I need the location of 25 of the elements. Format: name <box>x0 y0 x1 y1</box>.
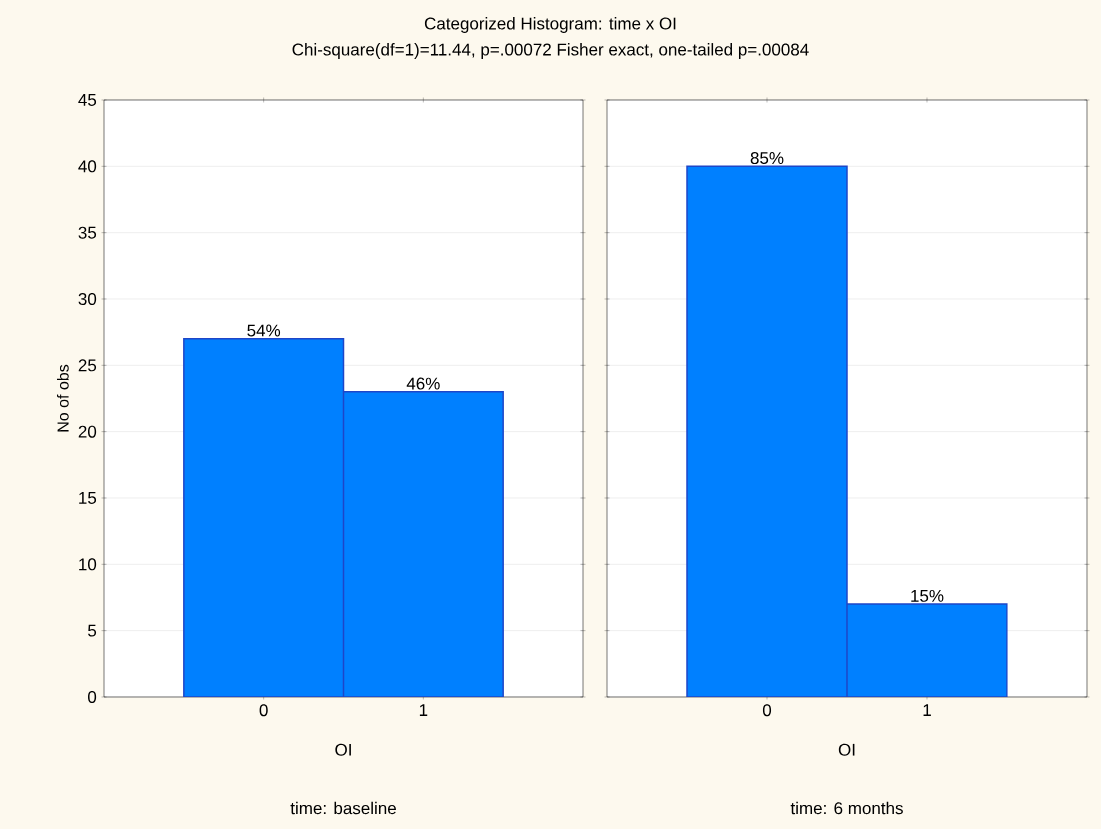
annotation: 85% <box>750 152 784 165</box>
x-tick-label: 0 <box>259 704 268 717</box>
x-tick-label: 1 <box>923 704 931 716</box>
y-tick-label: 5 <box>88 624 97 637</box>
y-tick-label: 20 <box>78 425 97 438</box>
x-axis-title: OI <box>838 743 855 756</box>
y-axis-title: No of obs <box>56 364 69 432</box>
x-tick-label: 1 <box>419 704 428 716</box>
y-tick-label: 45 <box>78 94 97 106</box>
annotation: 15% <box>911 589 944 602</box>
chart-subtitle: Chi-square(df=1)=11.44, p=.00072 Fisher exact, one-tailed p=.00084 <box>292 43 809 59</box>
y-tick-label: 35 <box>78 226 97 239</box>
text: time: 6 months <box>790 801 903 815</box>
y-tick-label: 25 <box>78 359 97 372</box>
x-axis-title: OI <box>335 743 351 756</box>
y-tick-label: 15 <box>79 492 97 504</box>
x-tick-label: 0 <box>762 704 772 717</box>
text: time: baseline <box>290 801 396 815</box>
y-tick-label: 30 <box>78 292 97 306</box>
y-tick-label: 0 <box>88 690 97 704</box>
annotation: 54% <box>247 324 281 337</box>
chart-title: Categorized Histogram: time x OI <box>424 17 676 33</box>
y-tick-label: 40 <box>78 160 97 173</box>
annotation: 46% <box>406 377 440 390</box>
y-tick-label: 10 <box>79 558 97 571</box>
